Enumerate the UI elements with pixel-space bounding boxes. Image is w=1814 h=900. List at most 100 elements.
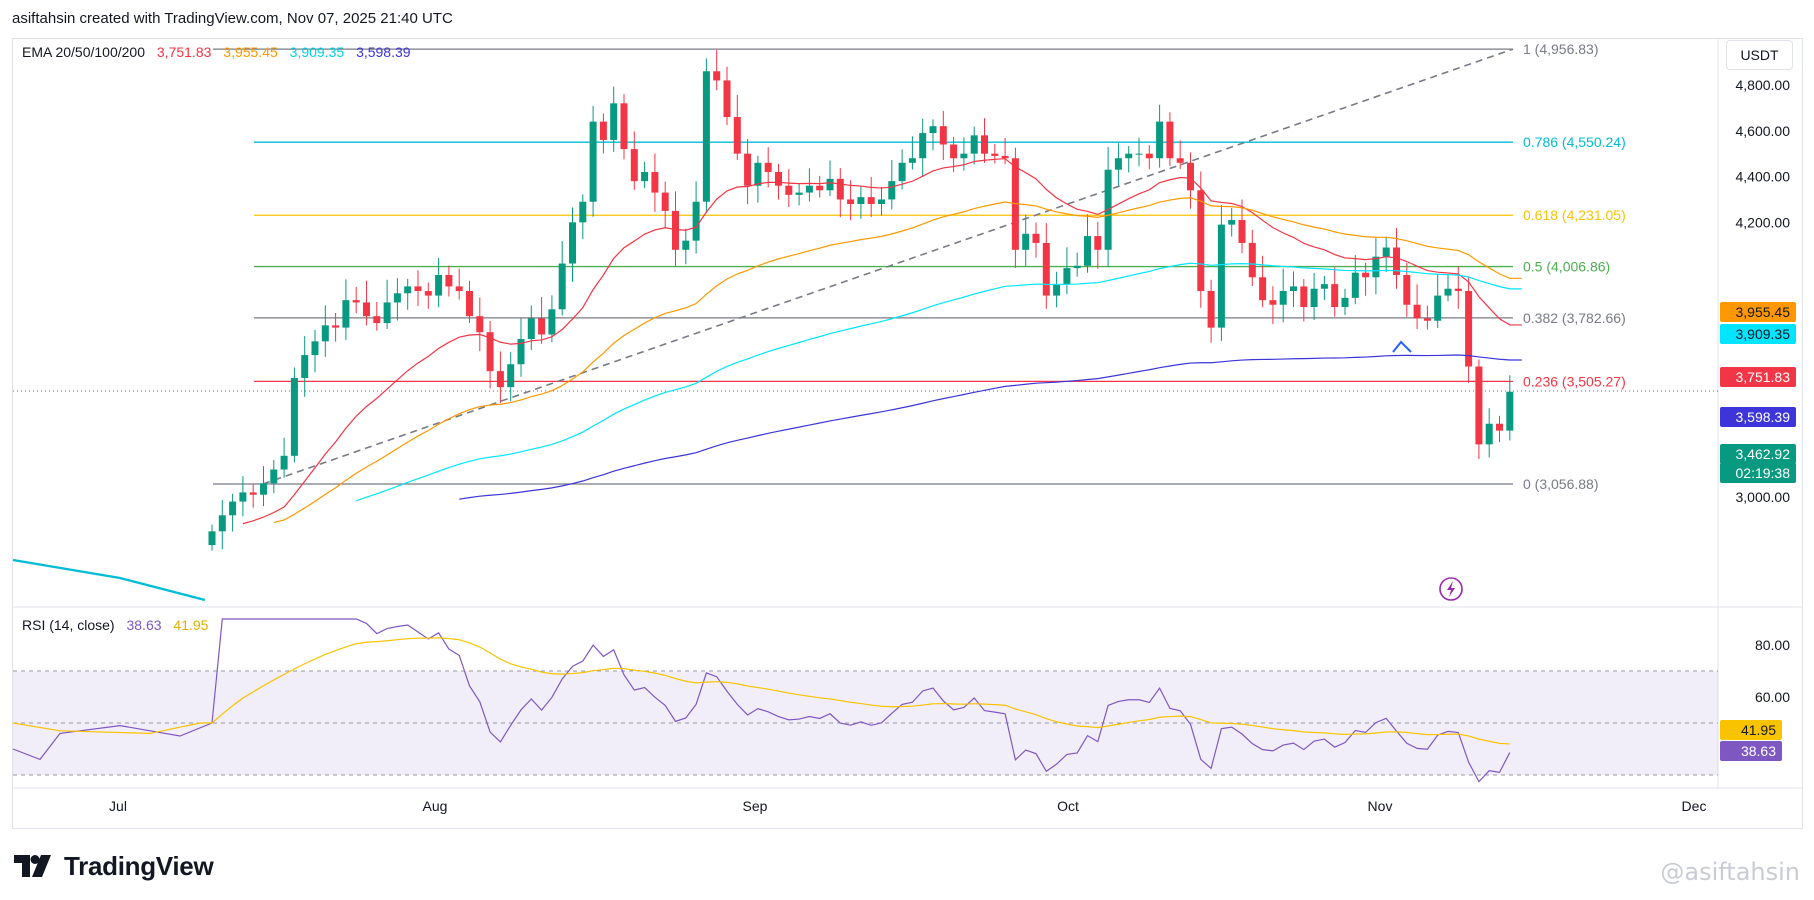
candle-body — [1454, 288, 1462, 291]
candle-body — [970, 135, 978, 154]
candle-body — [1228, 220, 1236, 225]
ema50-value: 3,955.45 — [223, 44, 278, 60]
candle-body — [311, 341, 319, 356]
price-axis-tag: 3,751.83 — [1720, 367, 1796, 387]
candle-body — [1207, 291, 1215, 328]
candle-body — [723, 80, 731, 118]
candle-body — [1022, 233, 1030, 250]
candle-body — [888, 181, 896, 200]
fib-label-1: 1 (4,956.83) — [1523, 41, 1599, 57]
rsi-value: 38.63 — [126, 617, 162, 633]
candle-body — [1403, 274, 1411, 305]
ema200-line — [459, 354, 1522, 500]
tradingview-logo-icon — [14, 855, 56, 877]
rsi-axis-tag: 38.63 — [1720, 741, 1782, 761]
candle-body — [352, 300, 360, 303]
ema20-line — [242, 158, 1522, 525]
candle-body — [229, 501, 237, 516]
ema50-line — [273, 197, 1522, 524]
candle-body — [383, 302, 391, 324]
candle-body — [620, 103, 628, 150]
ema-legacy-line — [12, 558, 206, 602]
candle-body — [373, 316, 381, 324]
candle-body — [1341, 297, 1349, 308]
candle-body — [702, 71, 710, 202]
candle-body — [1125, 153, 1133, 159]
candle-body — [1434, 295, 1442, 321]
candle-body — [1001, 155, 1009, 159]
tradingview-logo[interactable]: TradingView — [14, 850, 214, 881]
candle-body — [981, 135, 988, 154]
ema20-value: 3,751.83 — [156, 44, 212, 60]
candle-body — [342, 300, 350, 328]
candle-body — [1351, 272, 1359, 298]
rsi-ma-value: 41.95 — [173, 617, 209, 633]
candle-body — [548, 309, 556, 335]
candle-body — [733, 117, 741, 154]
candle-body — [1073, 265, 1081, 269]
candle-body — [1506, 391, 1514, 431]
logo-text: TradingView — [64, 850, 214, 881]
candle-body — [610, 103, 618, 140]
candle-body — [672, 210, 679, 250]
candle-body — [1279, 291, 1287, 305]
candle-body — [950, 144, 958, 159]
candle-body — [1382, 247, 1390, 257]
candle-body — [1444, 288, 1452, 296]
candle-body — [476, 316, 484, 333]
candle-body — [991, 153, 999, 156]
price-axis-tag: 3,462.92 — [1720, 444, 1796, 464]
candle-body — [599, 121, 607, 140]
candle-body — [919, 133, 927, 159]
candle-body — [435, 274, 443, 296]
rsi-line — [12, 618, 1511, 783]
time-tick-label: Sep — [743, 798, 768, 814]
candle-body — [321, 325, 329, 342]
price-axis-tag: 02:19:38 — [1720, 463, 1796, 483]
candle-body — [301, 355, 309, 378]
fib-label-0: 0 (3,056.88) — [1523, 476, 1599, 492]
ema100-value: 3,909.35 — [289, 44, 345, 60]
candle-body — [1238, 220, 1246, 243]
candles — [208, 49, 1514, 551]
rsi-legend[interactable]: RSI (14, close) 38.63 41.95 — [22, 617, 216, 633]
candle-body — [651, 171, 659, 193]
candle-body — [280, 455, 288, 470]
ema200-value: 3,598.39 — [356, 44, 411, 60]
candle-body — [1423, 318, 1431, 321]
candle-body — [744, 153, 752, 186]
candle-body — [826, 178, 834, 191]
candle-body — [507, 364, 515, 388]
price-tick-label: 4,400.00 — [1736, 169, 1791, 185]
candle-body — [960, 153, 968, 159]
candle-body — [1063, 268, 1071, 285]
candle-body — [496, 371, 504, 388]
fib-label-0.786: 0.786 (4,550.24) — [1523, 134, 1626, 150]
candle-body — [939, 126, 947, 145]
candle-body — [290, 377, 298, 456]
candle-body — [558, 263, 566, 310]
candle-body — [1094, 236, 1102, 250]
candle-body — [1362, 272, 1370, 278]
price-tick-label: 4,200.00 — [1736, 214, 1791, 230]
chart-frame — [12, 38, 1803, 829]
price-tick-label: 4,800.00 — [1736, 77, 1791, 93]
fib-label-0.618: 0.618 (4,231.05) — [1523, 207, 1626, 223]
candle-body — [486, 332, 494, 372]
ema-legend[interactable]: EMA 20/50/100/200 3,751.83 3,955.45 3,90… — [22, 44, 419, 60]
candle-body — [713, 71, 721, 81]
rsi-axis-tag: 41.95 — [1720, 720, 1782, 740]
candle-body — [1259, 277, 1267, 301]
chart-author-line: asiftahsin created with TradingView.com,… — [12, 10, 453, 27]
currency-button[interactable]: USDT — [1726, 40, 1793, 70]
candle-body — [218, 515, 226, 532]
candle-body — [1413, 304, 1421, 319]
price-axis-tag: 3,909.35 — [1720, 324, 1796, 344]
candle-body — [1156, 121, 1164, 159]
candle-body — [1135, 153, 1143, 155]
candle-body — [527, 318, 535, 340]
candle-body — [455, 286, 463, 291]
rsi-tick-label: 60.00 — [1755, 689, 1790, 705]
candle-body — [1217, 224, 1225, 328]
